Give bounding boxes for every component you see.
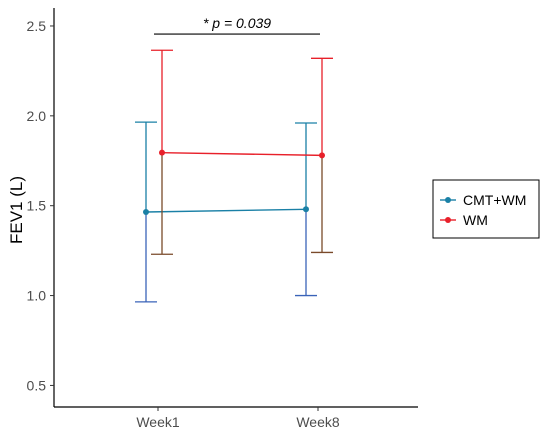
legend-label: CMT+WM xyxy=(463,192,526,208)
x-tick-label: Week1 xyxy=(136,414,180,430)
legend-key-point xyxy=(445,197,451,203)
y-axis-title: FEV1 (L) xyxy=(7,176,26,244)
series-line xyxy=(161,151,323,157)
legend-box xyxy=(432,179,540,239)
data-point xyxy=(303,206,309,213)
significance-label: * p = 0.039 xyxy=(203,15,271,31)
y-tick-label: 2.0 xyxy=(27,108,47,124)
y-axis-ticks: 0.5 1.0 1.5 2.0 2.5 xyxy=(27,18,54,393)
legend-entry: CMT+WM xyxy=(440,192,526,208)
y-tick-label: 1.5 xyxy=(27,198,47,214)
x-tick-label: Week8 xyxy=(296,414,340,430)
legend: CMT+WM WM xyxy=(432,179,540,239)
data-point xyxy=(159,149,165,156)
series-line xyxy=(145,208,307,213)
significance-annotation: * p = 0.039 xyxy=(154,15,320,35)
data-point xyxy=(143,208,149,215)
series-layer xyxy=(135,49,333,303)
legend-label: WM xyxy=(463,212,488,228)
series-wm xyxy=(151,49,333,255)
legend-key-point xyxy=(445,217,451,223)
y-tick-label: 0.5 xyxy=(27,377,47,393)
x-axis-ticks: Week1 Week8 xyxy=(136,407,340,430)
y-tick-label: 1.0 xyxy=(27,288,47,304)
y-tick-label: 2.5 xyxy=(27,18,47,34)
data-point xyxy=(319,152,325,159)
series-cmt-wm xyxy=(135,121,317,303)
legend-entry: WM xyxy=(440,212,488,228)
